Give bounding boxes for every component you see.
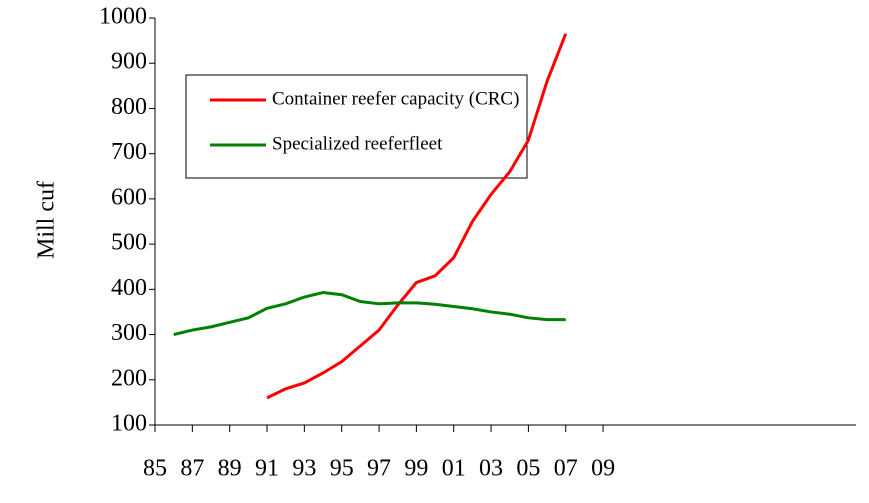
y-tick-label: 500	[111, 230, 147, 256]
series-line	[266, 33, 568, 400]
x-tick-label: 87	[180, 456, 204, 482]
y-tick-label: 800	[111, 94, 147, 120]
y-tick-label: 400	[111, 275, 147, 301]
x-tick-label: 85	[143, 456, 167, 482]
x-tick-label: 97	[367, 456, 391, 482]
x-tick-label: 95	[330, 456, 354, 482]
y-tick-label: 700	[111, 139, 147, 165]
y-tick-label: 100	[111, 411, 147, 437]
legend-label: Container reefer capacity (CRC)	[272, 88, 519, 109]
legend-label: Specialized reeferfleet	[272, 133, 443, 154]
y-tick-label: 600	[111, 184, 147, 210]
x-tick-label: 93	[292, 456, 316, 482]
x-tick-label: 09	[591, 456, 615, 482]
y-tick-label: 1000	[99, 4, 147, 30]
y-tick-label: 200	[111, 365, 147, 391]
x-tick-label: 07	[554, 456, 578, 482]
y-tick-label: 300	[111, 320, 147, 346]
x-tick-label: 91	[255, 456, 279, 482]
y-tick-label: 900	[111, 49, 147, 75]
y-axis-label: Mill cuf	[34, 181, 60, 259]
x-tick-label: 03	[479, 456, 503, 482]
legend	[185, 74, 528, 179]
x-tick-label: 05	[516, 456, 540, 482]
x-tick-label: 89	[218, 456, 242, 482]
x-tick-label: 01	[442, 456, 466, 482]
x-tick-label: 99	[404, 456, 428, 482]
series-line	[173, 290, 566, 337]
